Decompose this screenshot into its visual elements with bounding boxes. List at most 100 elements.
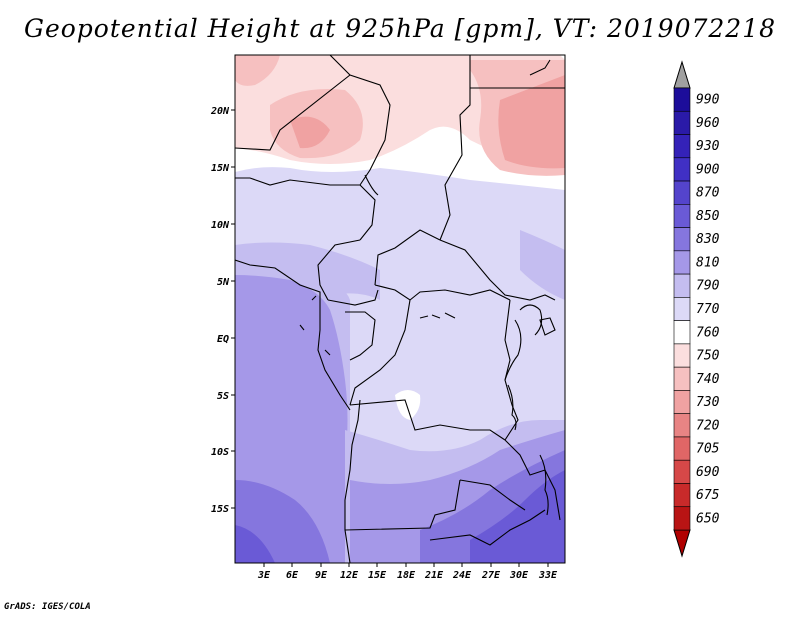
colorbar-swatch (673, 390, 691, 414)
map-frame (234, 54, 566, 564)
colorbar-label: 930 (696, 139, 720, 154)
colorbar-swatch (673, 87, 691, 112)
lake-chad (364, 174, 379, 196)
colorbar-top-arrow (673, 60, 691, 89)
colorbar-label: 830 (696, 232, 720, 247)
colorbar-swatch (673, 180, 691, 205)
colorbar-label: 650 (696, 511, 720, 526)
border-line (349, 299, 411, 406)
border-line (235, 74, 351, 151)
colorbar-swatch (673, 413, 691, 438)
field-760-spot (395, 390, 421, 420)
country-borders (235, 55, 565, 563)
colorbar-swatch (673, 343, 691, 368)
lon-label: 27E (481, 570, 501, 581)
field-730-west (290, 116, 330, 149)
lake-outline (539, 317, 556, 336)
colorbar-label: 750 (696, 349, 720, 364)
colorbar-swatch (673, 204, 691, 228)
colorbar-label: 705 (696, 442, 720, 457)
border-line (439, 239, 556, 301)
colorbar-swatch (673, 459, 691, 484)
colorbar-label: 870 (696, 186, 720, 201)
lake-shore (504, 319, 522, 381)
lat-label: 10S (211, 447, 229, 458)
colorbar-swatch (673, 320, 691, 345)
colorbar-label: 770 (696, 302, 720, 317)
lake-malawi (539, 454, 549, 516)
colorbar-swatch (673, 134, 691, 159)
colorbar-label: 790 (696, 279, 720, 294)
border-line (504, 439, 561, 521)
lake-tanganyika (507, 384, 517, 431)
colorbar-label: 990 (696, 93, 720, 108)
lon-label: 18E (397, 570, 416, 581)
colorbar-swatch (673, 436, 691, 461)
border-line (439, 55, 471, 241)
colorbar-swatch (673, 250, 691, 275)
border-line (317, 239, 361, 301)
border-line (374, 284, 511, 301)
colorbar-swatch (673, 297, 691, 321)
lake-victoria (519, 304, 543, 336)
latitude-axis: 20N 15N 10N 5N EQ 5S 10S 15S (210, 106, 235, 515)
lon-label: 12E (340, 570, 359, 581)
lon-label: 33E (538, 570, 558, 581)
field-790-ne (520, 230, 565, 300)
colorbar-swatch (673, 506, 691, 531)
colorbar: 990 960 930 900 870 850 830 810 790 770 760 750 740 7… (673, 60, 720, 558)
border-line (349, 399, 506, 441)
lon-label: 15E (368, 570, 387, 581)
field-850-se (470, 470, 565, 563)
longitude-axis: 3E 6E 9E 12E 15E 18E 21E 24E 27E 30E 33E (257, 563, 558, 581)
coastline (235, 259, 351, 411)
lat-label: 5S (217, 391, 229, 402)
lon-label: 24E (452, 570, 472, 581)
grads-credit: GrADS: IGES/COLA (4, 602, 91, 612)
field-740-corner (235, 55, 280, 86)
coast-islands (299, 295, 331, 356)
lon-label: 3E (257, 570, 271, 581)
lat-label: 20N (210, 106, 230, 117)
lat-label: 10N (211, 220, 230, 231)
colorbar-label: 810 (696, 255, 720, 270)
colorbar-swatch (673, 110, 691, 135)
border-line (459, 479, 526, 511)
colorbar-label: 675 (696, 488, 720, 503)
colorbar-swatch (673, 366, 691, 391)
border-line (235, 177, 360, 186)
border-line (345, 311, 376, 361)
colorbar-label: 740 (696, 372, 720, 387)
colorbar-swatch (673, 157, 691, 182)
colorbar-label: 730 (696, 395, 720, 410)
colorbar-label: 760 (696, 325, 720, 340)
field-850-sw (235, 525, 275, 563)
geopotential-field (235, 55, 565, 563)
border-line (374, 229, 441, 286)
colorbar-label: 720 (696, 418, 720, 433)
border-line (359, 184, 376, 241)
colorbar-swatch (673, 227, 691, 252)
colorbar-label: 690 (696, 465, 720, 480)
lat-label: 15N (211, 163, 230, 174)
lon-label: 21E (424, 570, 444, 581)
lat-label: 15S (211, 504, 229, 515)
border-line (327, 289, 379, 306)
lat-label: EQ (217, 334, 229, 345)
chart-title: Geopotential Height at 925hPa [gpm], VT:… (23, 14, 777, 43)
colorbar-swatch (673, 273, 691, 298)
colorbar-swatch (673, 483, 691, 508)
colorbar-bottom-arrow (673, 529, 691, 558)
border-line (429, 509, 546, 546)
lon-label: 6E (286, 570, 299, 581)
colorbar-label: 850 (696, 209, 720, 224)
red-sea-coast (529, 59, 551, 76)
lon-label: 30E (509, 570, 529, 581)
colorbar-label: 900 (696, 162, 720, 177)
colorbar-label: 960 (696, 116, 720, 131)
field-730-east (498, 75, 565, 169)
river-segment (419, 312, 456, 319)
lon-label: 9E (315, 570, 328, 581)
border-line (344, 479, 461, 531)
